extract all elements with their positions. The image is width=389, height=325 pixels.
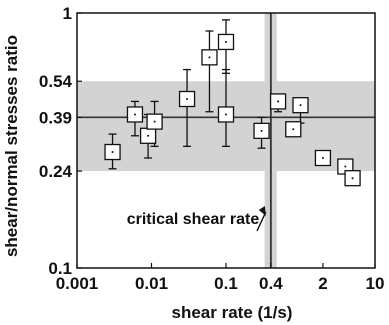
annotation-arrow-head bbox=[258, 205, 266, 216]
x-axis-title: shear rate (1/s) bbox=[172, 303, 293, 322]
data-point-12 bbox=[314, 149, 332, 167]
data-point-center bbox=[292, 128, 295, 131]
x-tick-label: 0.01 bbox=[135, 274, 168, 293]
data-markers bbox=[104, 33, 361, 187]
error-bar-4 bbox=[183, 68, 192, 147]
data-point-center bbox=[277, 100, 280, 103]
data-point-center bbox=[208, 56, 211, 59]
data-point-11 bbox=[292, 97, 309, 114]
data-point-8 bbox=[253, 122, 270, 140]
y-tick-label: 0.1 bbox=[48, 259, 72, 278]
data-point-0 bbox=[104, 143, 121, 161]
data-point-14 bbox=[344, 170, 361, 187]
data-point-center bbox=[147, 134, 150, 137]
data-point-3 bbox=[146, 113, 163, 130]
data-point-5 bbox=[201, 49, 218, 66]
y-axis-ticks: 0.1 0.24 0.39 0.54 1 bbox=[39, 4, 82, 278]
x-tick-label: 0.4 bbox=[259, 274, 283, 293]
y-axis-title: shear/normal stresses ratio bbox=[2, 35, 21, 257]
annotation-critical-shear-rate: critical shear rate bbox=[127, 211, 260, 228]
y-tick-label: 0.54 bbox=[39, 72, 73, 91]
data-point-center bbox=[321, 157, 324, 160]
x-tick-label: 0.1 bbox=[214, 274, 238, 293]
y-tick-label: 1 bbox=[63, 4, 72, 23]
data-point-center bbox=[225, 40, 227, 43]
data-point-center bbox=[344, 165, 347, 168]
data-point-2 bbox=[139, 127, 157, 144]
annotation-arrow-shaft bbox=[256, 211, 267, 232]
data-point-center bbox=[299, 104, 302, 107]
data-point-7 bbox=[217, 33, 235, 51]
x-tick-label: 0.001 bbox=[56, 274, 99, 293]
y-tick-label: 0.24 bbox=[39, 162, 73, 181]
data-point-4 bbox=[178, 90, 196, 108]
x-tick-label: 2 bbox=[318, 274, 327, 293]
data-point-10 bbox=[285, 121, 302, 138]
data-point-9 bbox=[269, 93, 287, 110]
data-point-1 bbox=[126, 106, 144, 123]
y-tick-label: 0.39 bbox=[39, 108, 72, 127]
x-axis-ticks: 0.001 0.01 0.1 0.4 2 10 bbox=[56, 263, 385, 293]
data-point-center bbox=[260, 129, 263, 132]
data-point-center bbox=[133, 113, 136, 116]
error-bar-5 bbox=[205, 30, 214, 113]
data-point-center bbox=[111, 151, 114, 154]
data-point-center bbox=[153, 120, 156, 123]
data-point-center bbox=[186, 97, 189, 100]
x-tick-label: 10 bbox=[366, 274, 385, 293]
data-point-6 bbox=[217, 106, 235, 123]
data-point-center bbox=[351, 177, 354, 180]
annotation-arrow bbox=[256, 205, 267, 232]
data-point-center bbox=[225, 113, 227, 116]
